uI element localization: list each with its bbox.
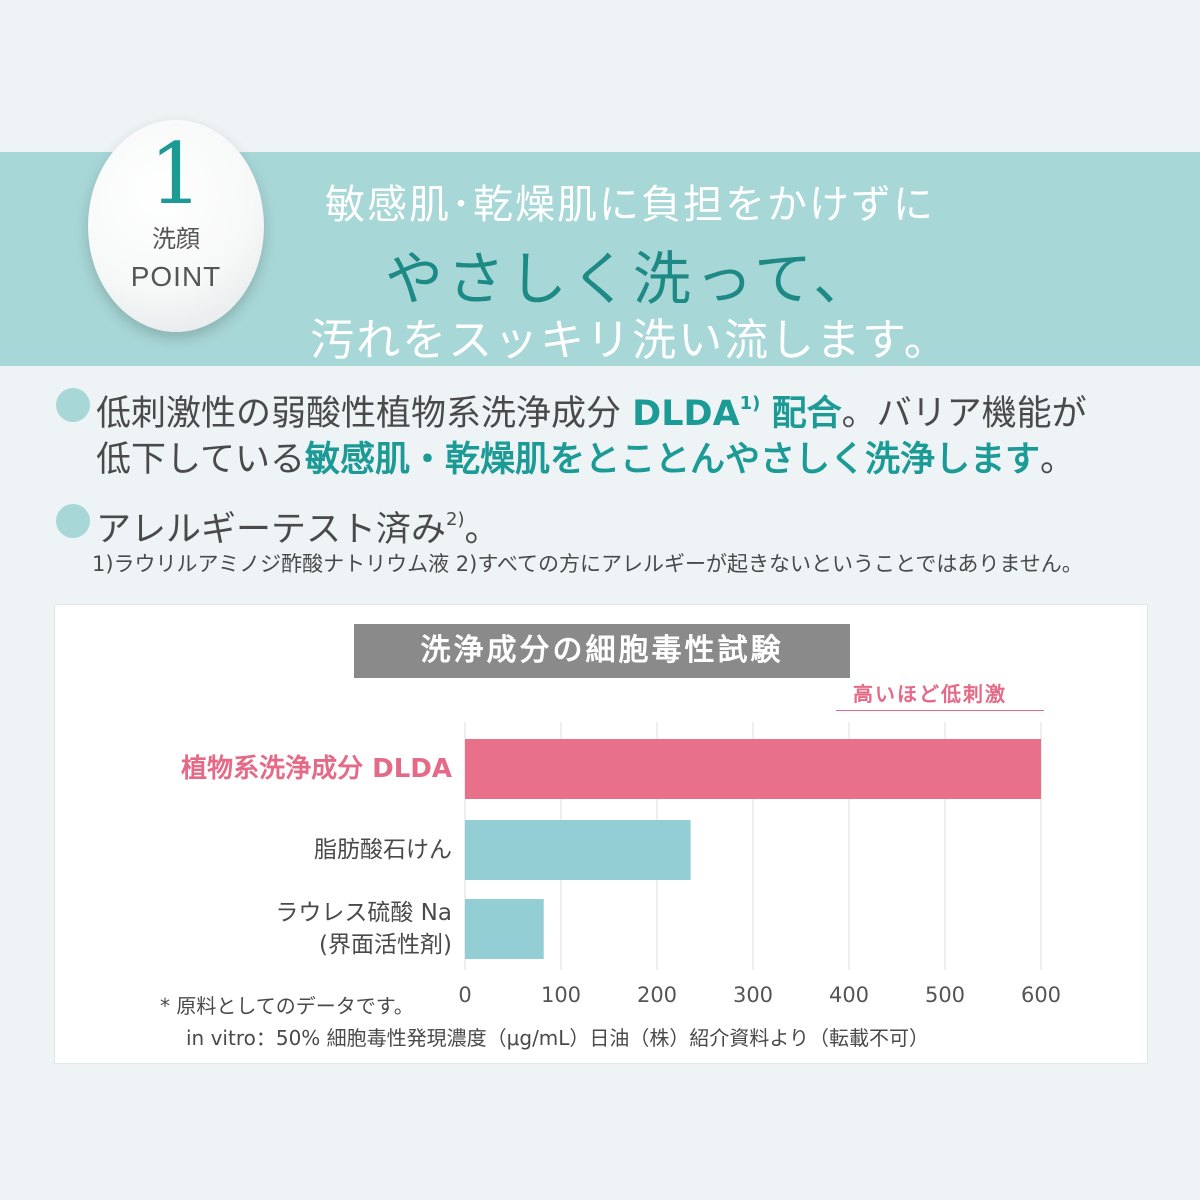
bullet-1-accent-haigo: 配合 [771,394,842,434]
bullet-1-line2: 低下している敏感肌・乾燥肌をとことんやさしく洗浄します。 [96,432,1075,488]
point-label: POINT [130,261,222,292]
bullet-2: アレルギーテスト済み2)。 [96,492,500,558]
bullet-1-accent-dlda: DLDA [632,394,740,434]
category-label-1: 脂肪酸石けん [314,834,452,866]
point-badge: 1 洗顔 POINT [88,120,264,332]
category-label-2: ラウレス硫酸 Na (界面活性剤) [275,897,452,961]
bullet-1-text-end: 。バリア機能が [841,394,1087,434]
footnotes: 1)ラウリルアミノジ酢酸ナトリウム液 2)すべての方にアレルギーが起きないという… [92,552,1083,576]
bullet-1-text: 低刺激性の弱酸性植物系洗浄成分 [96,394,622,434]
category-label-line: ラウレス硫酸 Na [275,900,452,926]
point-number: 1 [149,125,203,223]
headline-line1: 敏感肌･乾燥肌に負担をかけずに [325,182,935,228]
bullet-dot-2 [56,504,90,538]
category-label-line: 植物系洗浄成分 DLDA [181,754,452,784]
category-label-line: (界面活性剤) [319,932,452,958]
bullet-2-text: アレルギーテスト済み [96,510,447,550]
chart-note-2: in vitro：50% 細胞毒性発現濃度（μg/mL）日油（株）紹介資料より（… [186,1026,930,1050]
bullet-1-line2-end: 。 [1039,440,1075,480]
bullet-1-line2-accent: 敏感肌・乾燥肌をとことんやさしく洗浄します [304,440,1040,480]
category-label-0: 植物系洗浄成分 DLDA [181,752,452,786]
chart-note-1: * 原料としてのデータです。 [160,994,414,1018]
chart-title: 洗浄成分の細胞毒性試験 [354,624,850,678]
point-category: 洗顔 [152,225,200,253]
bullet-2-end: 。 [464,510,500,550]
chart-annotation: 高いほど低刺激 [853,682,1007,706]
chart-annotation-line [836,710,1044,711]
bullet-2-sup: 2) [446,509,465,530]
headline-line2: やさしく洗って、 [384,245,876,313]
bullet-dot-1 [56,388,90,422]
bullet-1-line2-text: 低下している [96,440,305,480]
bullet-1-line1: 低刺激性の弱酸性植物系洗浄成分 DLDA1) 配合。バリア機能が [96,376,1087,442]
bullet-1-sup: 1) [739,393,761,414]
category-label-line: 脂肪酸石けん [314,837,452,863]
headline-line3: 汚れをスッキリ洗い流します。 [310,315,950,366]
